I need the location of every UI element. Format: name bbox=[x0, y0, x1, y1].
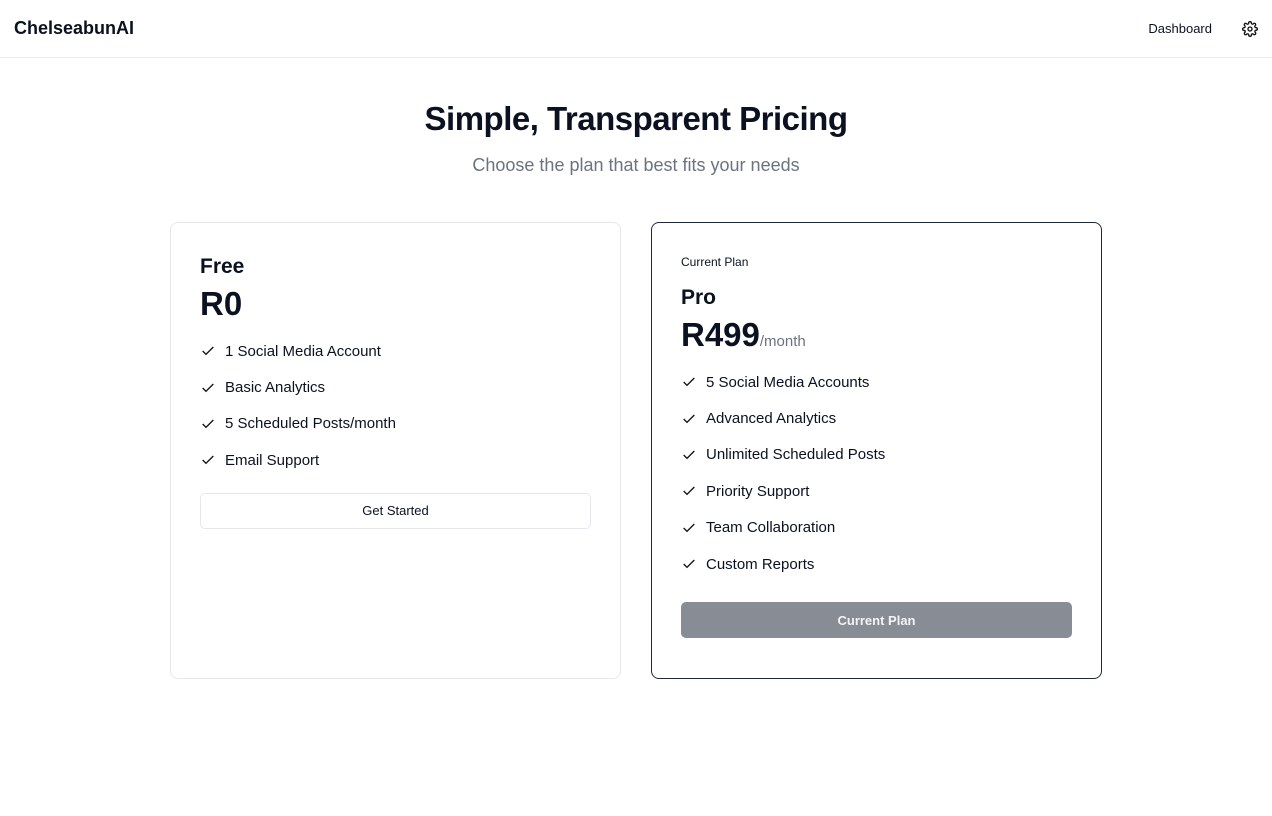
get-started-button[interactable]: Get Started bbox=[200, 492, 591, 529]
feature-item: Basic Analytics bbox=[200, 369, 591, 405]
feature-item: Advanced Analytics bbox=[681, 400, 1072, 436]
brand-logo[interactable]: ChelseabunAI bbox=[14, 18, 135, 38]
feature-item: Custom Reports bbox=[681, 546, 1072, 582]
check-icon bbox=[202, 419, 214, 429]
feature-list: 1 Social Media Account Basic Analytics 5 S… bbox=[200, 333, 591, 479]
check-icon bbox=[202, 346, 214, 356]
check-icon bbox=[683, 450, 695, 460]
check-icon bbox=[683, 486, 695, 496]
gear-icon[interactable] bbox=[1242, 20, 1258, 37]
feature-label: 5 Scheduled Posts/month bbox=[225, 415, 396, 433]
feature-item: Email Support bbox=[200, 442, 591, 478]
plan-card-free: Free R0 1 Social Media Account Basic Anal… bbox=[170, 222, 621, 679]
plan-name: Pro bbox=[681, 286, 717, 309]
feature-label: Advanced Analytics bbox=[706, 410, 837, 428]
plan-card-pro: Current Plan Pro R499/month 5 Social Med… bbox=[651, 222, 1102, 679]
feature-item: 5 Scheduled Posts/month bbox=[200, 406, 591, 442]
check-icon bbox=[683, 559, 695, 569]
plan-name: Free bbox=[200, 255, 245, 278]
current-plan-badge: Current Plan bbox=[681, 255, 749, 269]
feature-list: 5 Social Media Accounts Advanced Analytic… bbox=[681, 364, 1072, 582]
feature-label: Priority Support bbox=[706, 482, 810, 500]
top-nav: ChelseabunAI Dashboard bbox=[0, 0, 1272, 58]
feature-label: Unlimited Scheduled Posts bbox=[706, 446, 886, 464]
check-icon bbox=[202, 383, 214, 392]
page-subtitle: Choose the plan that best fits your need… bbox=[472, 155, 800, 175]
feature-item: 5 Social Media Accounts bbox=[681, 364, 1072, 400]
dashboard-link[interactable]: Dashboard bbox=[1148, 21, 1212, 36]
feature-label: Custom Reports bbox=[706, 555, 815, 573]
feature-label: Team Collaboration bbox=[706, 519, 836, 537]
check-icon bbox=[683, 377, 695, 387]
feature-item: Unlimited Scheduled Posts bbox=[681, 437, 1072, 473]
feature-label: Basic Analytics bbox=[225, 379, 326, 397]
feature-item: Team Collaboration bbox=[681, 510, 1072, 546]
page-title: Simple, Transparent Pricing bbox=[424, 100, 848, 137]
check-icon bbox=[683, 523, 695, 533]
check-icon bbox=[202, 455, 214, 465]
current-plan-button[interactable]: Current Plan bbox=[681, 602, 1072, 639]
feature-item: Priority Support bbox=[681, 473, 1072, 509]
feature-item: 1 Social Media Account bbox=[200, 333, 591, 369]
price-period: /month bbox=[759, 333, 806, 350]
feature-label: 5 Social Media Accounts bbox=[706, 373, 870, 391]
plan-price: R0 bbox=[200, 285, 243, 322]
feature-label: Email Support bbox=[225, 451, 320, 469]
feature-label: 1 Social Media Account bbox=[225, 342, 381, 360]
plan-price: R499/month bbox=[681, 316, 1072, 354]
price-amount: R499 bbox=[681, 316, 760, 353]
check-icon bbox=[683, 414, 695, 423]
